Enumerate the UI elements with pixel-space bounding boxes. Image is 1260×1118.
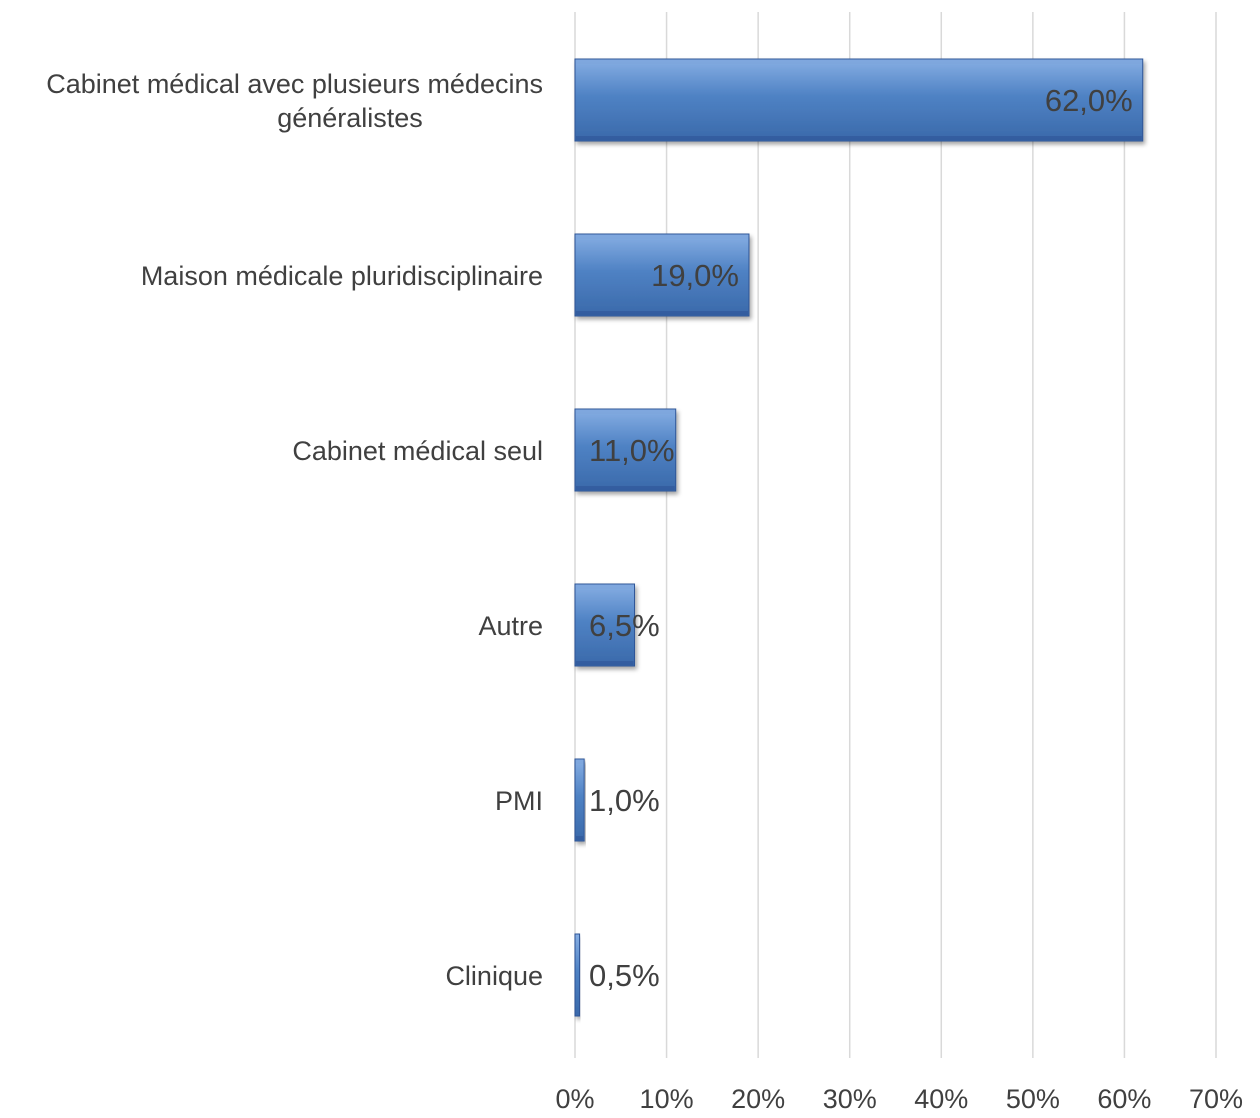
bar-bevel-highlight bbox=[576, 60, 1142, 64]
x-tick-label: 40% bbox=[914, 1084, 968, 1114]
bar-group bbox=[574, 758, 585, 842]
x-tick-label: 0% bbox=[555, 1084, 594, 1114]
data-label: 0,5% bbox=[589, 958, 660, 993]
category-label: PMI bbox=[495, 786, 543, 816]
bar-bevel-shadow bbox=[576, 136, 1142, 140]
category-label: Cabinet médical seul bbox=[292, 436, 543, 466]
category-label-line: Autre bbox=[478, 611, 543, 641]
category-label-line: Cabinet médical avec plusieurs médecins bbox=[46, 69, 543, 99]
bar-bevel-highlight bbox=[576, 235, 748, 239]
category-label-line: Clinique bbox=[445, 961, 543, 991]
bar-group bbox=[574, 233, 750, 317]
bar-group bbox=[574, 408, 677, 492]
bar bbox=[574, 408, 677, 492]
bar bbox=[574, 233, 750, 317]
category-label-line: généralistes bbox=[277, 103, 423, 133]
bar bbox=[574, 933, 581, 1017]
x-tick-label: 70% bbox=[1189, 1084, 1243, 1114]
bar-bevel-shadow bbox=[576, 486, 675, 490]
bar-group bbox=[574, 583, 636, 667]
category-labels: Cabinet médical avec plusieurs médecins g… bbox=[46, 69, 543, 991]
bar-bevel-highlight bbox=[576, 410, 675, 414]
bar bbox=[574, 58, 1144, 142]
data-label: 19,0% bbox=[651, 258, 739, 293]
bar-bevel-highlight bbox=[576, 760, 584, 764]
category-label-line: PMI bbox=[495, 786, 543, 816]
data-label: 62,0% bbox=[1045, 83, 1133, 118]
bar bbox=[574, 583, 636, 667]
data-labels: 62,0% 19,0% 11,0% 6,5% 1,0% 0,5% bbox=[589, 83, 1133, 993]
x-axis-tick-labels: 0% 10% 20% 30% 40% 50% 60% 70% bbox=[555, 1084, 1243, 1114]
x-tick-label: 30% bbox=[823, 1084, 877, 1114]
x-tick-label: 20% bbox=[731, 1084, 785, 1114]
category-label-line: Maison médicale pluridisciplinaire bbox=[141, 261, 543, 291]
x-tick-label: 50% bbox=[1006, 1084, 1060, 1114]
bar-group bbox=[574, 933, 581, 1017]
bar-bevel-shadow bbox=[576, 836, 584, 840]
bars bbox=[574, 58, 1144, 1017]
bar bbox=[574, 758, 585, 842]
bar-bevel-shadow bbox=[576, 661, 634, 665]
category-label: Cabinet médical avec plusieurs médecins g… bbox=[46, 69, 543, 133]
data-label: 11,0% bbox=[589, 433, 675, 468]
bar-group bbox=[574, 58, 1144, 142]
category-label: Autre bbox=[478, 611, 543, 641]
bar-bevel-highlight bbox=[576, 585, 634, 589]
bar-bevel-shadow bbox=[576, 311, 748, 315]
data-label: 1,0% bbox=[589, 783, 660, 818]
gridlines bbox=[574, 12, 1217, 1058]
x-tick-label: 10% bbox=[640, 1084, 694, 1114]
category-label: Maison médicale pluridisciplinaire bbox=[141, 261, 543, 291]
category-label-line: Cabinet médical seul bbox=[292, 436, 543, 466]
x-tick-label: 60% bbox=[1097, 1084, 1151, 1114]
category-label: Clinique bbox=[445, 961, 543, 991]
data-label: 6,5% bbox=[589, 608, 660, 643]
